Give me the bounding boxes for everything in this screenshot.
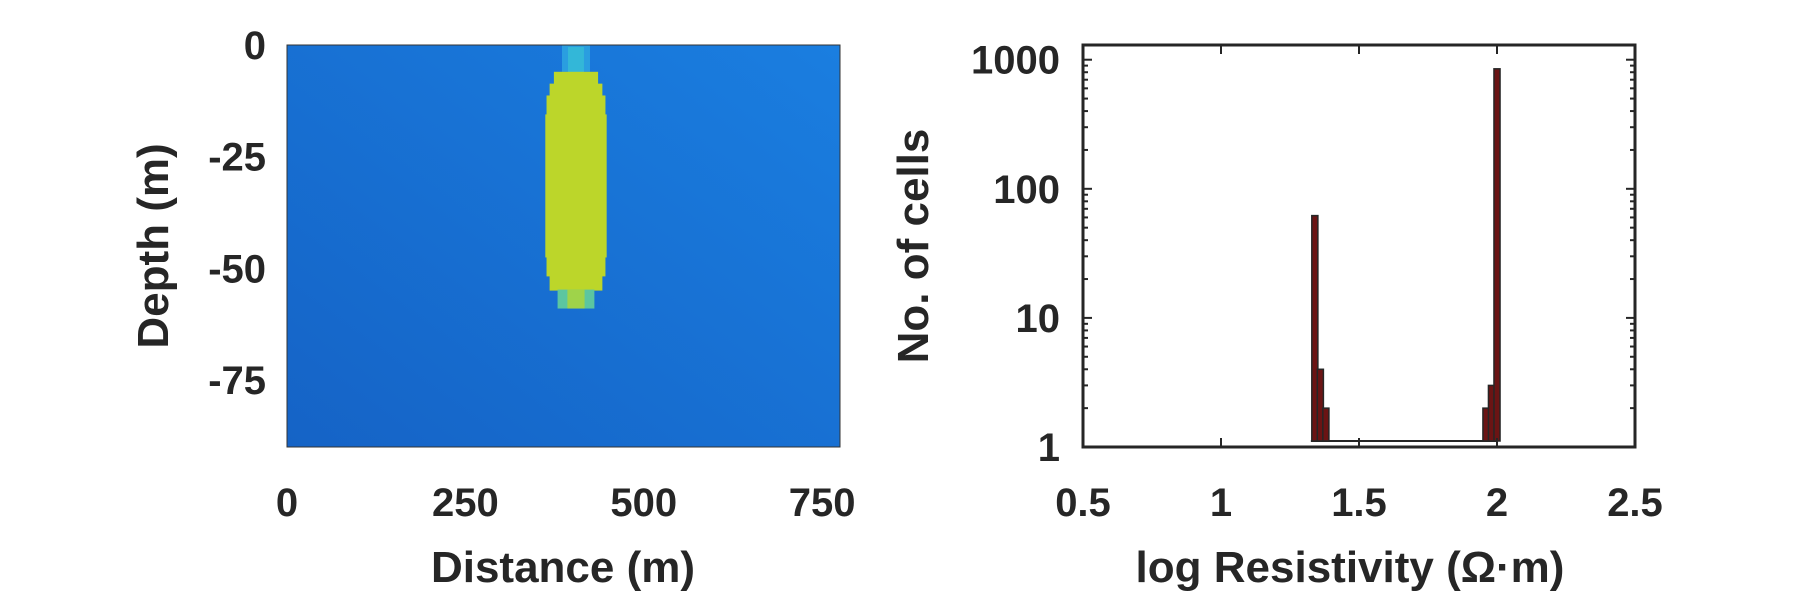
resistive-anomaly bbox=[545, 45, 607, 309]
histogram-bar bbox=[1322, 407, 1330, 442]
anomaly-tail-core bbox=[567, 289, 585, 309]
anomaly-cell-block bbox=[545, 114, 607, 258]
anomaly-cell-block bbox=[549, 275, 603, 291]
anomaly-cell-block bbox=[546, 95, 606, 116]
histogram-bar bbox=[1493, 68, 1501, 442]
left-y-tick-label: 0 bbox=[244, 24, 266, 68]
right-x-tick-label: 1 bbox=[1210, 481, 1232, 525]
left-y-tick-label: -25 bbox=[208, 136, 266, 180]
left-x-tick-label: 0 bbox=[276, 481, 298, 525]
left-y-tick-label: -75 bbox=[208, 359, 266, 403]
right-x-tick-label: 0.5 bbox=[1055, 481, 1111, 525]
left-x-tick-label: 750 bbox=[789, 481, 856, 525]
left-x-tick-labels: 0 250 500 750 bbox=[276, 481, 856, 525]
histogram-bar bbox=[1316, 368, 1325, 442]
right-plot-frame bbox=[1081, 43, 1637, 449]
right-y-tick-label: 1 bbox=[1038, 426, 1060, 470]
left-plot-frame bbox=[286, 44, 841, 448]
histogram-bar bbox=[1311, 214, 1319, 442]
anomaly-cell-block bbox=[553, 71, 599, 85]
resistivity-section-plot: 0 250 500 750 0 -25 -50 -75 Distance (m) Depth… bbox=[129, 24, 856, 592]
right-y-tick-label: 10 bbox=[1016, 297, 1061, 341]
right-minor-ticks bbox=[1082, 45, 1636, 448]
right-x-axis-label: log Resistivity (Ω·m) bbox=[1136, 543, 1565, 592]
left-x-tick-label: 500 bbox=[610, 481, 677, 525]
anomaly-cell-block bbox=[549, 83, 603, 97]
anomaly-halo-core bbox=[567, 47, 584, 74]
resistivity-histogram: 0.5 1 1.5 2 2.5 1 10 100 1000 log Resistivity (… bbox=[889, 39, 1663, 592]
left-y-axis-label: Depth (m) bbox=[129, 143, 178, 348]
right-y-axis-label: No. of cells bbox=[889, 129, 938, 364]
right-x-tick-label: 1.5 bbox=[1331, 481, 1387, 525]
right-x-tick-labels: 0.5 1 1.5 2 2.5 bbox=[1055, 481, 1663, 525]
left-y-tick-labels: 0 -25 -50 -75 bbox=[208, 24, 266, 403]
left-x-axis-label: Distance (m) bbox=[431, 543, 695, 592]
anomaly-cell-block bbox=[546, 256, 606, 277]
right-y-tick-label: 1000 bbox=[971, 39, 1060, 83]
right-x-tick-label: 2.5 bbox=[1607, 481, 1663, 525]
right-y-tick-label: 100 bbox=[993, 168, 1060, 212]
histogram-bars bbox=[1310, 68, 1501, 442]
right-x-tick-label: 2 bbox=[1486, 481, 1508, 525]
left-y-tick-label: -50 bbox=[208, 247, 266, 291]
right-y-tick-labels: 1 10 100 1000 bbox=[971, 39, 1060, 470]
left-x-tick-label: 250 bbox=[432, 481, 499, 525]
